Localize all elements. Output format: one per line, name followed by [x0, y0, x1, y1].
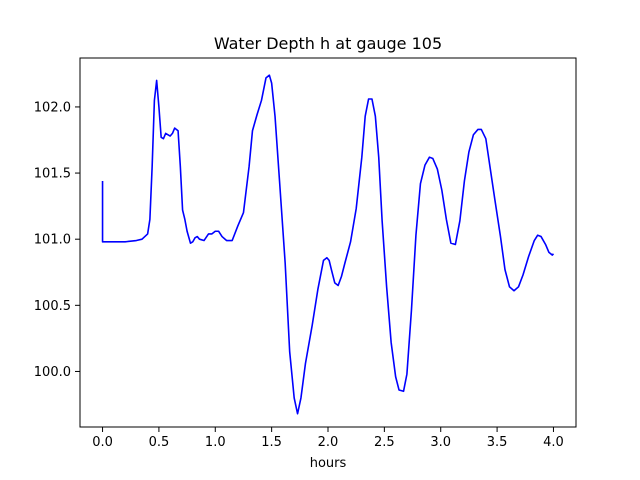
plot-area	[80, 58, 576, 427]
x-tick-label: 1.0	[205, 435, 226, 450]
y-tick-label: 100.5	[34, 299, 71, 314]
series-line-depth	[101, 74, 555, 415]
x-tick-label: 2.0	[318, 435, 339, 450]
y-tick-label: 102.0	[34, 100, 71, 115]
x-tick-label: 0.5	[149, 435, 170, 450]
x-tick-label: 3.0	[430, 435, 451, 450]
y-tick-label: 101.5	[34, 167, 71, 182]
y-axis: 100.0 100.5 101.0 101.5 102.0	[34, 100, 80, 380]
chart-title: Water Depth h at gauge 105	[214, 34, 442, 53]
x-tick-label: 4.0	[543, 435, 564, 450]
x-tick-label: 3.5	[487, 435, 508, 450]
x-tick-label: 0.0	[92, 435, 113, 450]
y-tick-label: 100.0	[34, 365, 71, 380]
x-axis-label: hours	[310, 456, 347, 471]
x-tick-label: 2.5	[374, 435, 395, 450]
x-axis: 0.0 0.5 1.0 1.5 2.0 2.5 3.0 3.5 4.0	[92, 427, 564, 450]
y-tick-label: 101.0	[34, 233, 71, 248]
x-tick-label: 1.5	[261, 435, 282, 450]
